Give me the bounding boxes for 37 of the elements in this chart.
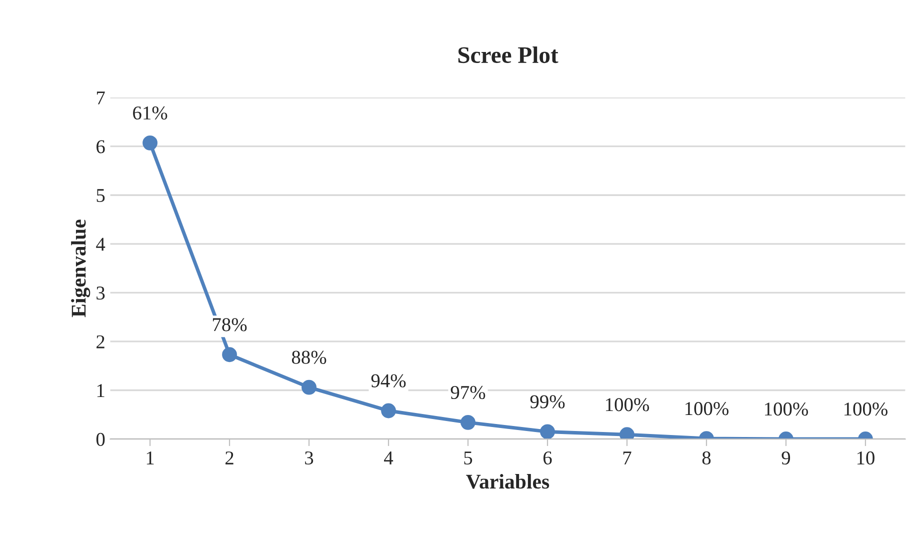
annotation: 100% bbox=[686, 402, 728, 416]
y-tick-label: 4 bbox=[96, 238, 106, 251]
point bbox=[222, 347, 237, 362]
x-tick-label: 7 bbox=[623, 452, 632, 464]
x-tick-label: 2 bbox=[226, 451, 234, 464]
annotation: 61% bbox=[133, 106, 168, 120]
annotation: 97% bbox=[450, 386, 486, 400]
x-tick-label: 3 bbox=[305, 451, 314, 465]
annotation: 100% bbox=[844, 402, 888, 416]
x-tick-label: 8 bbox=[702, 451, 711, 465]
annotation: 78% bbox=[212, 318, 247, 332]
point bbox=[142, 135, 158, 150]
y-tick-label: 7 bbox=[96, 92, 105, 104]
y-tick-label: 2 bbox=[96, 335, 104, 348]
y-axis-title: Eigenvalue bbox=[71, 220, 90, 318]
chart-title: Scree Plot bbox=[458, 46, 558, 64]
x-tick-label: 10 bbox=[857, 451, 874, 465]
point bbox=[540, 424, 555, 440]
annotation: 94% bbox=[371, 374, 406, 388]
point bbox=[302, 380, 316, 395]
x-axis-title: Variables bbox=[466, 474, 550, 489]
x-tick-label: 1 bbox=[146, 451, 154, 464]
x-tick-label: 9 bbox=[782, 451, 790, 465]
annotation: 100% bbox=[765, 402, 808, 416]
y-tick-label: 3 bbox=[96, 286, 105, 300]
point bbox=[460, 414, 476, 430]
x-tick-label: 4 bbox=[384, 452, 394, 464]
y-tick-label: 1 bbox=[97, 384, 104, 397]
x-tick-label: 6 bbox=[543, 451, 552, 465]
annotation: 88% bbox=[292, 350, 326, 364]
annotation: 99% bbox=[530, 395, 565, 408]
y-tick-label: 6 bbox=[96, 140, 105, 154]
annotation: 100% bbox=[606, 398, 650, 412]
y-tick-label: 5 bbox=[96, 189, 105, 202]
y-tick-label: 0 bbox=[96, 432, 105, 446]
point bbox=[381, 403, 396, 418]
x-tick-label: 5 bbox=[464, 452, 472, 465]
